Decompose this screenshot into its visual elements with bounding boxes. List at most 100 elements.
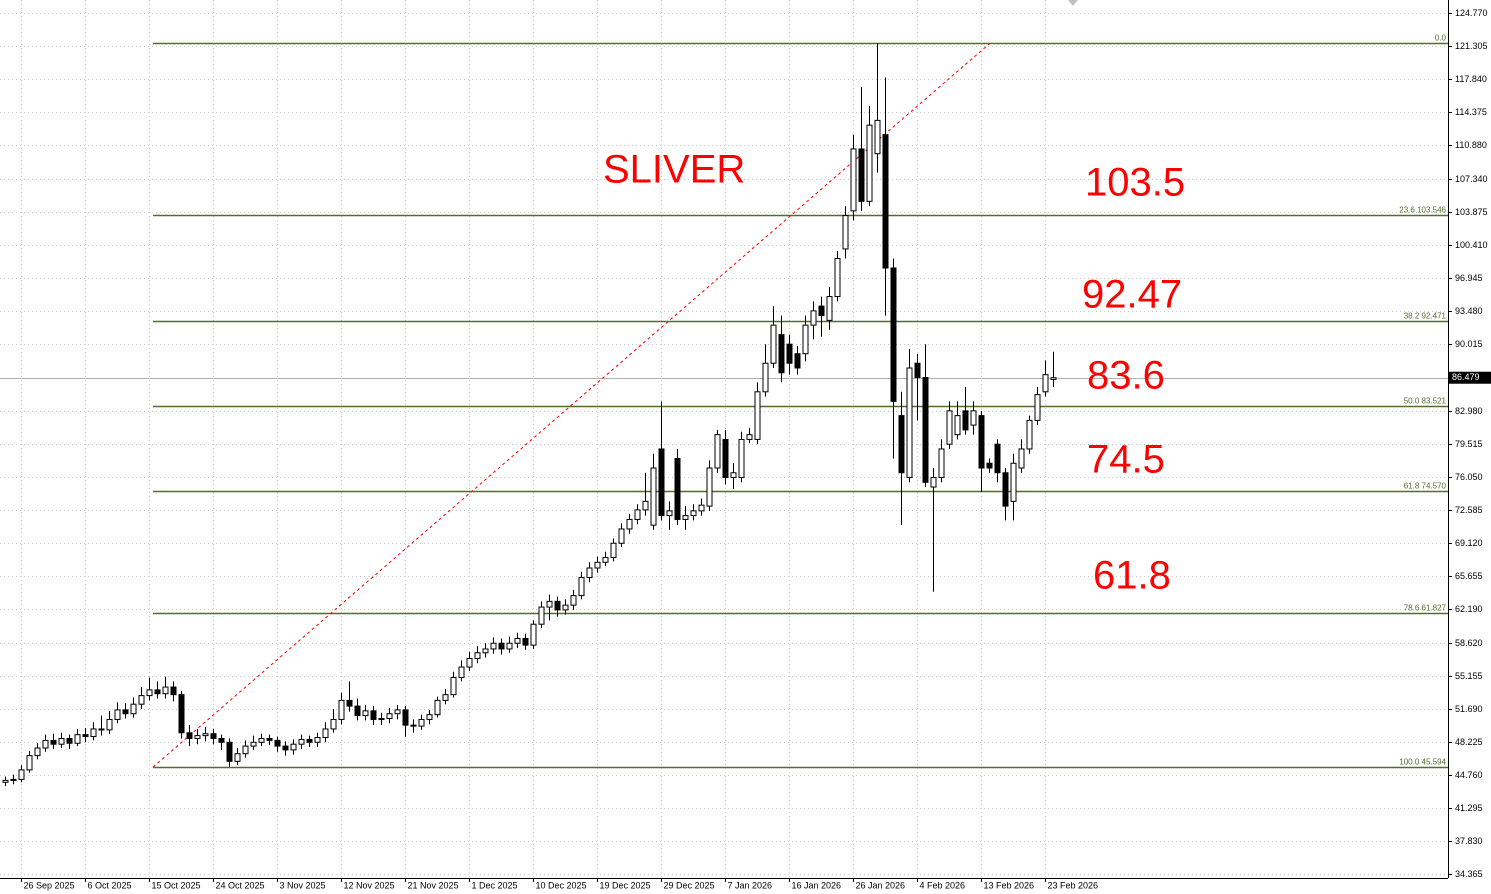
x-tick-label: 16 Jan 2026 xyxy=(792,880,842,890)
fib-level-label: 38.2 92.471 xyxy=(1404,312,1447,321)
fib-level-label: 23.6 103.546 xyxy=(1399,206,1446,215)
candle-body xyxy=(218,737,225,743)
fib-level-label: 0.0 xyxy=(1435,34,1447,43)
candle-body xyxy=(570,595,577,606)
annotation: 74.5 xyxy=(1087,438,1165,482)
candle-body xyxy=(930,477,937,488)
fib-layer: 0.0 23.6 103.546 38.2 92.471 50.0 83.521 61.… xyxy=(152,34,1448,769)
candle-body xyxy=(682,515,689,520)
x-tick-label: 19 Dec 2025 xyxy=(600,880,651,890)
candle-body xyxy=(618,528,625,544)
candle-body xyxy=(442,694,449,701)
y-tick-label: 100.410 xyxy=(1455,240,1488,250)
annotation: 83.6 xyxy=(1087,354,1165,398)
annotation: 92.47 xyxy=(1082,273,1182,317)
y-tick-label: 82.980 xyxy=(1455,406,1483,416)
candle-body xyxy=(858,148,865,202)
candle-body xyxy=(194,735,201,739)
candle-body xyxy=(90,728,97,738)
y-tick-label: 34.365 xyxy=(1455,869,1483,879)
candle-body xyxy=(762,362,769,393)
candle-body xyxy=(898,415,905,474)
y-tick-label: 103.875 xyxy=(1455,207,1488,217)
candle-body xyxy=(402,709,409,726)
candle-body xyxy=(186,732,193,739)
candle-body xyxy=(626,518,633,530)
y-tick-label: 114.375 xyxy=(1455,107,1487,117)
candle-body xyxy=(434,699,441,716)
y-tick-label: 37.830 xyxy=(1455,836,1483,846)
x-tick-label: 29 Dec 2025 xyxy=(664,880,715,890)
candle-body xyxy=(234,753,241,762)
candle-body xyxy=(1002,472,1009,507)
y-tick-label: 55.155 xyxy=(1455,671,1483,681)
candle-body xyxy=(74,734,81,744)
candle-body xyxy=(914,362,921,379)
x-tick-label: 15 Oct 2025 xyxy=(152,880,201,890)
candle-body xyxy=(890,267,897,402)
candle-body xyxy=(978,415,985,469)
candle-body xyxy=(2,779,9,783)
candle-body xyxy=(802,324,809,355)
x-tick-label: 23 Feb 2026 xyxy=(1048,880,1099,890)
x-tick-label: 24 Oct 2025 xyxy=(216,880,265,890)
candle-body xyxy=(770,324,777,364)
candle-body xyxy=(274,739,281,747)
candle-body xyxy=(546,600,553,608)
candle-body xyxy=(362,710,369,717)
candle-body xyxy=(18,769,25,780)
candle-body xyxy=(138,695,145,705)
candle-body xyxy=(530,623,537,646)
candle-body xyxy=(450,677,457,696)
candle-body xyxy=(482,648,489,654)
x-tick-label: 13 Feb 2026 xyxy=(984,880,1035,890)
candle-body xyxy=(170,686,177,696)
candle-body xyxy=(130,703,137,715)
candle-body xyxy=(866,124,873,202)
candle-body xyxy=(834,257,841,298)
candle-body xyxy=(466,657,473,668)
candle-body xyxy=(738,438,745,479)
y-tick-label: 72.585 xyxy=(1455,505,1483,515)
candle-body xyxy=(706,467,713,507)
x-tick-label: 26 Sep 2025 xyxy=(24,880,75,890)
candle-body xyxy=(498,642,505,650)
candle-body xyxy=(226,741,233,762)
candle-body xyxy=(458,666,465,679)
y-tick-label: 44.760 xyxy=(1455,770,1483,780)
candle-body xyxy=(426,714,433,720)
candle-body xyxy=(378,717,385,720)
candle-body xyxy=(330,718,337,730)
candle-body xyxy=(674,457,681,520)
y-tick-label: 93.480 xyxy=(1455,306,1483,316)
candle-body xyxy=(954,415,961,436)
candle-body xyxy=(730,472,737,479)
candle-body xyxy=(58,737,65,745)
candle-body xyxy=(474,652,481,659)
candle-body xyxy=(1010,462,1017,502)
candle-body xyxy=(698,504,705,512)
candle-body xyxy=(922,377,929,483)
fib-level-label: 61.8 74.570 xyxy=(1404,482,1447,491)
annotation: 103.5 xyxy=(1085,161,1185,205)
candle-body xyxy=(82,734,89,738)
y-tick-label: 124.770 xyxy=(1455,8,1488,18)
candle-body xyxy=(650,467,657,526)
x-tick-label: 4 Feb 2026 xyxy=(920,880,966,890)
candle-body xyxy=(538,606,545,625)
candle-body xyxy=(346,699,353,707)
y-tick-label: 65.655 xyxy=(1455,571,1483,581)
candle-body xyxy=(554,600,561,611)
candle-body xyxy=(394,709,401,715)
candle-body xyxy=(666,510,673,517)
fib-level-label: 100.0 45.594 xyxy=(1399,758,1446,767)
candle-body xyxy=(386,713,393,719)
candle-body xyxy=(642,500,649,511)
candle-body xyxy=(810,310,817,326)
candle-body xyxy=(794,353,801,369)
candle-body xyxy=(594,561,601,569)
candle-body xyxy=(658,448,665,517)
x-tick-label: 26 Jan 2026 xyxy=(856,880,906,890)
candle-body xyxy=(1050,377,1057,380)
